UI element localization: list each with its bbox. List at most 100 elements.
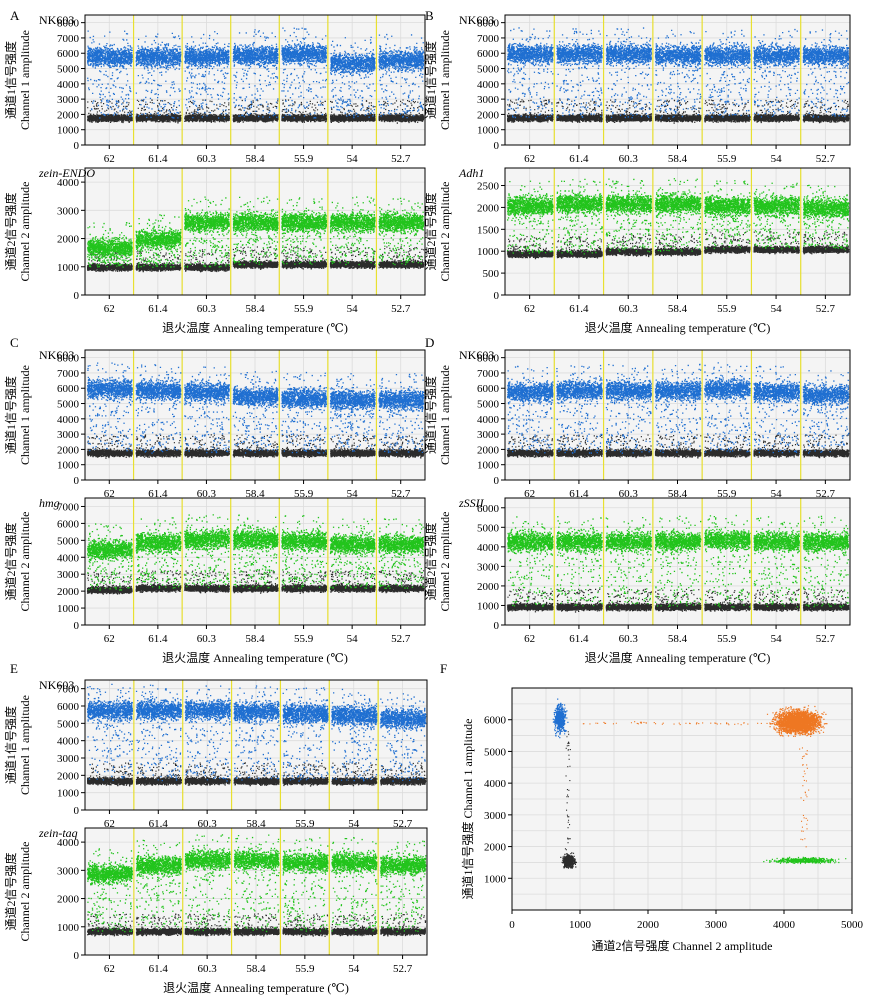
positive-droplets-well-5: [704, 362, 751, 453]
y-tick-label: 8000: [477, 353, 500, 365]
x-tick-label-temperature: 62: [104, 818, 115, 830]
positive-droplets-well-2: [556, 516, 603, 607]
negative-droplets-well-2: [135, 762, 182, 786]
negative-droplets-well-1: [87, 99, 133, 124]
x-tick-label-temperature: 60.3: [619, 488, 639, 500]
channel2-target-title: hmg: [39, 496, 60, 510]
x-tick-label-temperature: 55.9: [294, 303, 314, 315]
y-tick-label: 2000: [477, 202, 500, 214]
negative-droplets-well-5: [282, 762, 329, 787]
x-tick-label-temperature: 62: [524, 633, 535, 645]
y-tick-label: 3000: [57, 205, 80, 217]
x-tick-label-temperature: 52.7: [816, 153, 836, 165]
y-tick-label: 1000: [477, 125, 500, 137]
positive-droplets-well-7: [803, 184, 850, 251]
positive-droplets-well-3: [184, 196, 230, 268]
positive-droplets-well-7: [380, 692, 427, 782]
x-tick-label-temperature: 60.3: [197, 488, 217, 500]
plot-frame: [511, 687, 853, 911]
positive-droplets-well-6: [331, 688, 378, 782]
y-tick-label: 2000: [477, 109, 500, 121]
positive-droplets-well-3: [184, 514, 230, 589]
y-tick-label: 1000: [57, 262, 80, 274]
positive-droplets-well-4: [233, 834, 280, 933]
x-tick-label-temperature: 55.9: [717, 153, 737, 165]
x-tick-label-temperature: 54: [347, 303, 359, 315]
x-tick-label-temperature: 52.7: [393, 963, 413, 975]
positive-droplets-well-4: [233, 685, 280, 781]
positive-droplets-well-2: [135, 517, 182, 589]
x-tick-label-temperature: 62: [524, 488, 535, 500]
x-tick-label-temperature: 61.4: [148, 633, 168, 645]
x-tick-label-temperature: 54: [771, 303, 783, 315]
x-axis-label: 退火温度 Annealing temperature (℃): [585, 320, 771, 335]
x-tick-label-temperature: 60.3: [619, 633, 639, 645]
positive-droplets-well-5: [281, 197, 328, 265]
y-tick-label: 6000: [57, 48, 80, 60]
x-tick-label-temperature: 55.9: [295, 963, 315, 975]
positive-droplets-well-4: [654, 178, 702, 252]
x-tick-label-temperature: 58.4: [245, 303, 265, 315]
positive-droplets-well-2: [556, 364, 603, 454]
positive-droplets-well-3: [184, 685, 231, 782]
negative-droplets-well-6: [329, 570, 376, 593]
y-axis-label-cn: 通道1信号强度: [3, 41, 18, 119]
x-tick-label-temperature: 54: [771, 488, 783, 500]
x-tick-label-temperature: 55.9: [717, 633, 737, 645]
y-tick-label: 7000: [57, 684, 80, 696]
positive-droplets-well-6: [329, 518, 376, 589]
x-tick-label-temperature: 62: [524, 153, 535, 165]
channel1-target-title: NK603: [39, 13, 74, 27]
positive-droplets-well-2: [135, 214, 182, 268]
x-tick-label: 2000: [637, 919, 660, 931]
positive-droplets-well-4: [233, 514, 279, 589]
positive-droplets-well-7: [802, 515, 850, 608]
negative-droplets-well-1: [87, 249, 133, 273]
positive-droplets-well-6: [329, 373, 376, 452]
positive-droplets-well-7: [378, 373, 425, 454]
positive-droplets-well-6: [329, 196, 376, 266]
positive-droplets-well-6: [753, 182, 800, 250]
negative-droplets-well-5: [704, 99, 751, 123]
y-tick-label: 2000: [57, 894, 80, 906]
negative-droplets-well-1: [507, 434, 554, 458]
x-tick-label-temperature: 60.3: [197, 633, 217, 645]
y-axis-label-cn: 通道2信号强度: [423, 522, 438, 600]
positive-droplets-well-1: [87, 683, 134, 781]
positive-droplets-well-6: [330, 36, 376, 119]
double-positive-cluster: [582, 705, 828, 848]
channel2-positive-cluster: [763, 856, 847, 865]
negative-droplets-well-6: [753, 588, 800, 612]
x-tick-label-temperature: 62: [104, 488, 115, 500]
panel-letter-e: E: [10, 661, 18, 676]
y-tick-label: 0: [74, 805, 80, 817]
positive-droplets-well-4: [654, 29, 702, 119]
positive-droplets-well-4: [232, 29, 279, 118]
positive-droplets-well-1: [507, 516, 554, 607]
x-axis-label: 退火温度 Annealing temperature (℃): [162, 320, 348, 335]
y-tick-label: 5000: [484, 746, 507, 758]
y-tick-label: 0: [74, 140, 80, 152]
x-tick-label: 5000: [841, 919, 864, 931]
y-tick-label: 3000: [484, 810, 507, 822]
y-tick-label: 3000: [57, 94, 80, 106]
x-tick-label-temperature: 55.9: [294, 633, 314, 645]
x-tick-label-temperature: 62: [104, 303, 115, 315]
y-tick-label: 3000: [57, 753, 80, 765]
y-axis-label-en: Channel 1 amplitude: [18, 365, 32, 465]
y-tick-label: 4000: [57, 414, 80, 426]
y-tick-label: 1000: [477, 246, 500, 258]
positive-droplets-well-7: [802, 29, 850, 118]
y-tick-label: 0: [494, 140, 500, 152]
y-tick-label: 4000: [57, 837, 80, 849]
x-tick-label-temperature: 52.7: [391, 303, 411, 315]
y-tick-label: 0: [494, 620, 500, 632]
panel-b-channel2-plot: 0 500 1000 1500 2000 2500 62 61.4 60.3 58.4 55.9 54…: [423, 166, 851, 335]
negative-droplets-well-3: [184, 570, 230, 594]
channel1-target-title: NK603: [459, 348, 494, 362]
x-tick-label-temperature: 61.4: [148, 153, 168, 165]
x-tick-label-temperature: 61.4: [149, 818, 169, 830]
channel1-target-title: NK603: [39, 678, 74, 692]
y-tick-label: 2000: [57, 109, 80, 121]
y-tick-label: 6000: [484, 715, 507, 727]
